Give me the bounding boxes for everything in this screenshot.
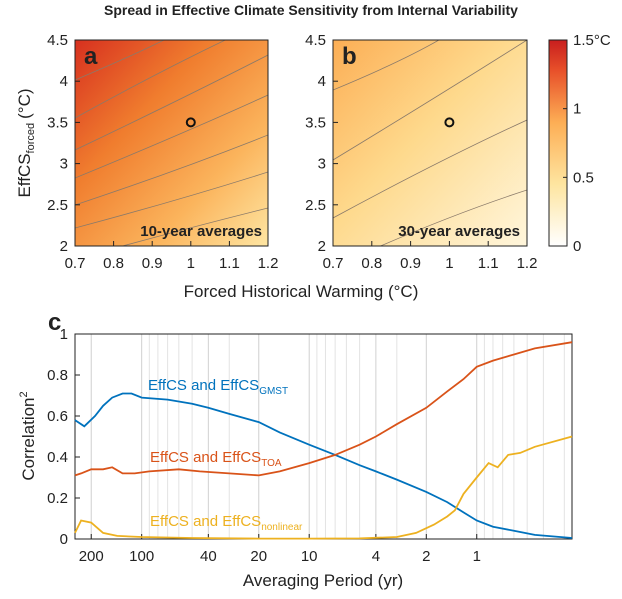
panel-letter: a [84, 43, 98, 70]
x-tick-label: 0.8 [103, 255, 124, 272]
y-tick-label: 0.4 [47, 449, 68, 466]
y-tick-label: 4.5 [47, 32, 68, 49]
y-tick-label: 2 [60, 238, 68, 255]
y-tick-label: 1 [60, 326, 68, 343]
y-tick-label: 3.5 [305, 114, 326, 131]
series-line [74, 435, 573, 540]
y-tick-label: 4 [318, 73, 326, 90]
x-tick-label: 1.1 [219, 255, 240, 272]
y-tick-label: 2.5 [305, 197, 326, 214]
reference-point [185, 117, 196, 128]
y-tick-label: 3 [60, 156, 68, 173]
y-label-sup: 2 [18, 391, 30, 397]
series-name-sub: TOA [261, 458, 282, 469]
panel-letter: b [342, 43, 357, 70]
y-label-main: EffCS [15, 153, 34, 197]
x-tick-label: 4 [372, 548, 380, 565]
x-axis-label: Averaging Period (yr) [243, 571, 403, 590]
y-label-unit: (°C) [15, 88, 34, 118]
contour-fill [333, 40, 527, 246]
y-axis-label: EffCSforced (°C) [15, 88, 37, 197]
colorbar-tick-label: 0 [573, 238, 581, 255]
reference-point [444, 117, 455, 128]
contour-lines [75, 40, 268, 246]
annotation: 10-year averages [140, 223, 262, 240]
panel-letter: c [48, 309, 61, 336]
series-name: EffCS and EffCS [148, 377, 259, 394]
x-tick-label: 40 [200, 548, 217, 565]
colorbar-tick-label: 1.5°C [573, 32, 611, 49]
series-name: EffCS and EffCS [150, 449, 261, 466]
contour-fill [75, 40, 268, 246]
annotation: 30-year averages [398, 223, 520, 240]
x-tick-label: 10 [301, 548, 318, 565]
y-tick-label: 0 [60, 531, 68, 548]
colorbar-tick-label: 0.5 [573, 169, 594, 186]
plot-frame [332, 39, 528, 247]
x-tick-label: 2 [422, 548, 430, 565]
plot-frame [74, 39, 269, 247]
series-name-sub: GMST [259, 386, 288, 397]
series-line [74, 392, 573, 539]
x-tick-label: 1 [187, 255, 195, 272]
y-tick-label: 0.2 [47, 490, 68, 507]
y-label-main: Correlation [19, 397, 38, 480]
colorbar [548, 39, 568, 247]
x-tick-label: 0.8 [361, 255, 382, 272]
x-tick-label: 1.1 [478, 255, 499, 272]
series-label: EffCS and EffCSGMST [148, 377, 288, 397]
x-tick-label: 1 [473, 548, 481, 565]
x-axis-label: Forced Historical Warming (°C) [184, 282, 419, 301]
y-tick-label: 4.5 [305, 32, 326, 49]
series-label: EffCS and EffCSnonlinear [150, 513, 303, 533]
x-tick-label: 1.2 [517, 255, 538, 272]
y-tick-label: 2.5 [47, 197, 68, 214]
x-tick-label: 0.7 [65, 255, 86, 272]
y-tick-label: 3.5 [47, 114, 68, 131]
x-tick-label: 1.2 [258, 255, 279, 272]
x-tick-label: 200 [79, 548, 104, 565]
series-line [74, 341, 573, 477]
figure-title: Spread in Effective Climate Sensitivity … [104, 2, 518, 18]
y-tick-label: 0.6 [47, 408, 68, 425]
y-axis-label: Correlation2 [18, 391, 38, 480]
series-label: EffCS and EffCSTOA [150, 449, 282, 469]
y-label-sub: forced [25, 123, 37, 154]
series-name: EffCS and EffCS [150, 513, 261, 530]
x-tick-label: 0.7 [323, 255, 344, 272]
x-tick-label: 1 [445, 255, 453, 272]
y-tick-label: 0.8 [47, 367, 68, 384]
y-tick-label: 3 [318, 156, 326, 173]
y-tick-label: 4 [60, 73, 68, 90]
y-tick-label: 2 [318, 238, 326, 255]
x-tick-label: 100 [129, 548, 154, 565]
x-tick-label: 0.9 [142, 255, 163, 272]
x-tick-label: 0.9 [400, 255, 421, 272]
colorbar-tick-label: 1 [573, 101, 581, 118]
x-tick-label: 20 [250, 548, 267, 565]
series-name-sub: nonlinear [261, 522, 303, 533]
